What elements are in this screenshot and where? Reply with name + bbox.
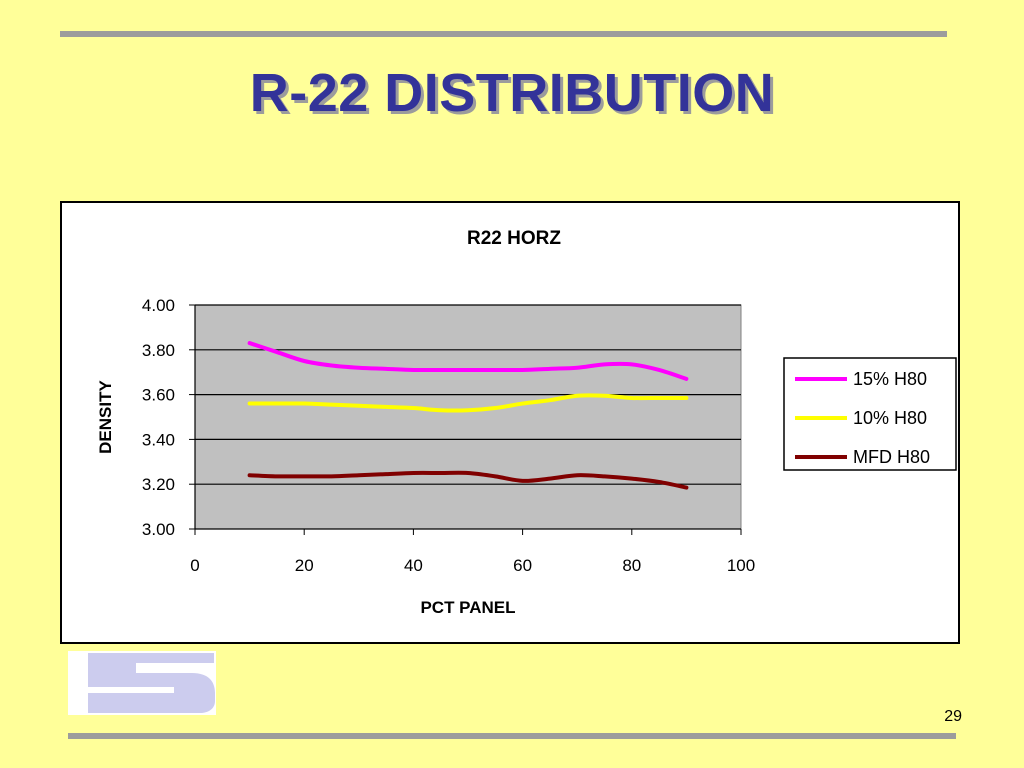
x-tick-label: 40 — [404, 556, 423, 575]
series-line-mfd-h80 — [247, 470, 689, 490]
legend: 15% H80 10% H80 MFD H80 — [783, 357, 957, 471]
y-axis-title: DENSITY — [96, 380, 115, 454]
series-lines — [247, 341, 689, 490]
slide-title: R-22 DISTRIBUTION — [249, 63, 775, 123]
y-tick-label: 3.60 — [142, 386, 175, 405]
x-tick-label: 0 — [190, 556, 199, 575]
series-line-10-h80 — [247, 393, 689, 413]
y-tick-label: 3.80 — [142, 341, 175, 360]
chart-frame: R22 HORZ 3.00 3.20 3.40 3.60 3.80 4.00 0 20 40 60… — [60, 201, 960, 644]
y-tick-label: 4.00 — [142, 296, 175, 315]
y-tick-label: 3.40 — [142, 430, 175, 449]
y-tick-label: 3.20 — [142, 475, 175, 494]
legend-box — [783, 357, 957, 471]
bottom-rule — [68, 733, 956, 739]
y-tick-label: 3.00 — [142, 520, 175, 539]
legend-label: 10% H80 — [853, 408, 927, 428]
axes: 3.00 3.20 3.40 3.60 3.80 4.00 0 20 40 60 80 100 — [142, 296, 755, 575]
x-tick-label: 60 — [513, 556, 532, 575]
grid-lines — [195, 304, 741, 485]
x-tick-label: 20 — [295, 556, 314, 575]
legend-label: MFD H80 — [853, 447, 930, 467]
x-tick-label: 80 — [622, 556, 641, 575]
legend-entries: 15% H80 10% H80 MFD H80 — [795, 369, 930, 467]
legend-label: 15% H80 — [853, 369, 927, 389]
logo-mark — [68, 651, 216, 715]
x-tick-label: 100 — [727, 556, 755, 575]
chart-title: R22 HORZ — [467, 228, 561, 249]
top-rule — [60, 31, 947, 37]
plot-area — [194, 304, 742, 530]
series-line-15-h80 — [247, 341, 689, 381]
slide-number: 29 — [944, 708, 962, 725]
chart-svg: R22 HORZ 3.00 3.20 3.40 3.60 3.80 4.00 0 20 40 60… — [96, 228, 957, 617]
x-axis-title: PCT PANEL — [420, 598, 515, 617]
